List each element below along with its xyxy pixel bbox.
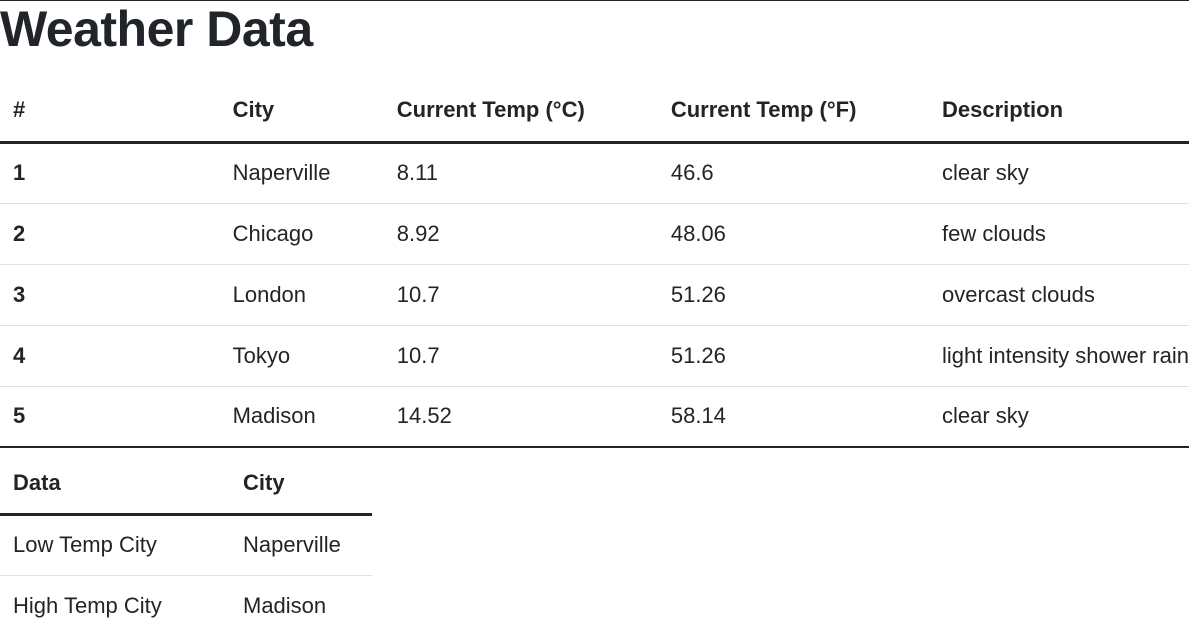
header-summary-city: City bbox=[230, 453, 372, 516]
weather-table-body: 1 Naperville 8.11 46.6 clear sky 2 Chica… bbox=[0, 142, 1189, 447]
summary-header-row: Data City bbox=[0, 453, 372, 516]
row-description: clear sky bbox=[941, 160, 1029, 185]
row-temp-c: 10.7 bbox=[396, 342, 440, 368]
table-row: 4 Tokyo 10.7 51.26 light intensity showe… bbox=[0, 325, 1189, 386]
row-description: light intensity shower rain bbox=[941, 342, 1189, 368]
row-number: 1 bbox=[13, 160, 26, 185]
row-description: overcast clouds bbox=[941, 281, 1095, 307]
summary-table-header: Data City bbox=[0, 453, 372, 516]
weather-table: # City Current Temp (°C) Current Temp (°… bbox=[0, 80, 1189, 448]
header-temp-c: Current Temp (°C) bbox=[383, 80, 658, 144]
header-row: # City Current Temp (°C) Current Temp (°… bbox=[0, 80, 1189, 144]
summary-city: Naperville bbox=[243, 532, 341, 557]
row-city: Madison bbox=[232, 403, 316, 429]
summary-table: Data City Low Temp City Naperville High … bbox=[0, 453, 372, 636]
weather-table-header: # City Current Temp (°C) Current Temp (°… bbox=[0, 80, 1189, 144]
top-border bbox=[0, 0, 1189, 1]
row-number: 4 bbox=[13, 342, 26, 368]
row-city: Chicago bbox=[232, 220, 314, 246]
header-data: Data bbox=[0, 453, 230, 516]
row-city: Naperville bbox=[232, 160, 331, 185]
table-row: Low Temp City Naperville bbox=[0, 514, 372, 575]
table-row: 2 Chicago 8.92 48.06 few clouds bbox=[0, 203, 1189, 264]
row-description: few clouds bbox=[941, 220, 1046, 246]
row-number: 2 bbox=[13, 220, 26, 246]
summary-label: Low Temp City bbox=[13, 532, 157, 557]
header-city: City bbox=[219, 80, 384, 144]
row-temp-c: 10.7 bbox=[396, 281, 440, 307]
row-temp-c: 8.92 bbox=[396, 220, 440, 246]
summary-label: High Temp City bbox=[13, 592, 162, 618]
row-temp-c: 14.52 bbox=[396, 403, 452, 429]
header-temp-f: Current Temp (°F) bbox=[657, 80, 929, 144]
row-temp-f: 58.14 bbox=[670, 403, 726, 429]
row-temp-f: 48.06 bbox=[670, 220, 726, 246]
summary-table-body: Low Temp City Naperville High Temp City … bbox=[0, 514, 372, 636]
table-row: 1 Naperville 8.11 46.6 clear sky bbox=[0, 142, 1189, 203]
page-title: Weather Data bbox=[0, 1, 313, 57]
header-number: # bbox=[0, 80, 220, 144]
row-temp-f: 46.6 bbox=[670, 160, 714, 185]
row-temp-f: 51.26 bbox=[670, 281, 726, 307]
row-description: clear sky bbox=[941, 403, 1029, 429]
row-number: 3 bbox=[13, 281, 26, 307]
row-temp-c: 8.11 bbox=[396, 160, 438, 185]
summary-city: Madison bbox=[243, 592, 327, 618]
table-row: 5 Madison 14.52 58.14 clear sky bbox=[0, 386, 1189, 447]
row-temp-f: 51.26 bbox=[670, 342, 726, 368]
table-row: 3 London 10.7 51.26 overcast clouds bbox=[0, 264, 1189, 325]
row-number: 5 bbox=[13, 403, 26, 429]
header-description: Description bbox=[928, 80, 1189, 144]
row-city: Tokyo bbox=[232, 342, 291, 368]
row-city: London bbox=[232, 281, 307, 307]
table-row: High Temp City Madison bbox=[0, 575, 372, 636]
